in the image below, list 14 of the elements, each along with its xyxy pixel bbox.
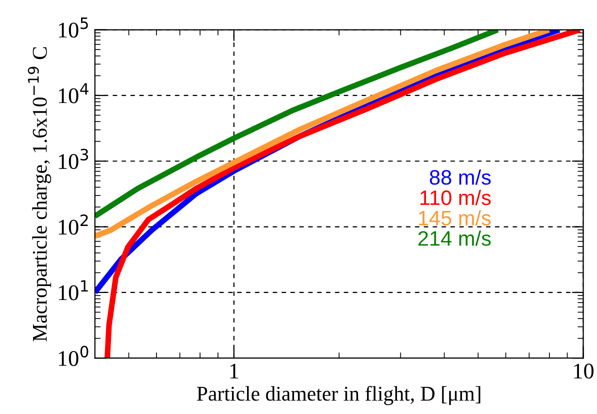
text: 214 m/s (418, 230, 491, 246)
y-tick-label: 10$^{2}$ (58, 214, 88, 235)
text: 110 m/s (420, 190, 491, 206)
y-tick-label: 10$^{4}$ (58, 83, 88, 104)
text: 145 m/s (418, 210, 491, 226)
y-axis-title: Macroparticle charge, 1.6x10$^{−19}$ C (28, 47, 52, 342)
x-tick-label: 10 (574, 364, 594, 379)
x-tick-label: 1 (230, 364, 238, 378)
x-axis-title: Particle diameter in flight, D [μm] (197, 386, 480, 406)
y-tick-label: 10$^{1}$ (58, 280, 88, 300)
text: 88 m/s (430, 169, 491, 185)
y-tick-label: 10$^{0}$ (58, 346, 88, 366)
y-tick-label: 10$^{3}$ (58, 148, 88, 170)
y-tick-label: 10$^{5}$ (58, 18, 88, 38)
